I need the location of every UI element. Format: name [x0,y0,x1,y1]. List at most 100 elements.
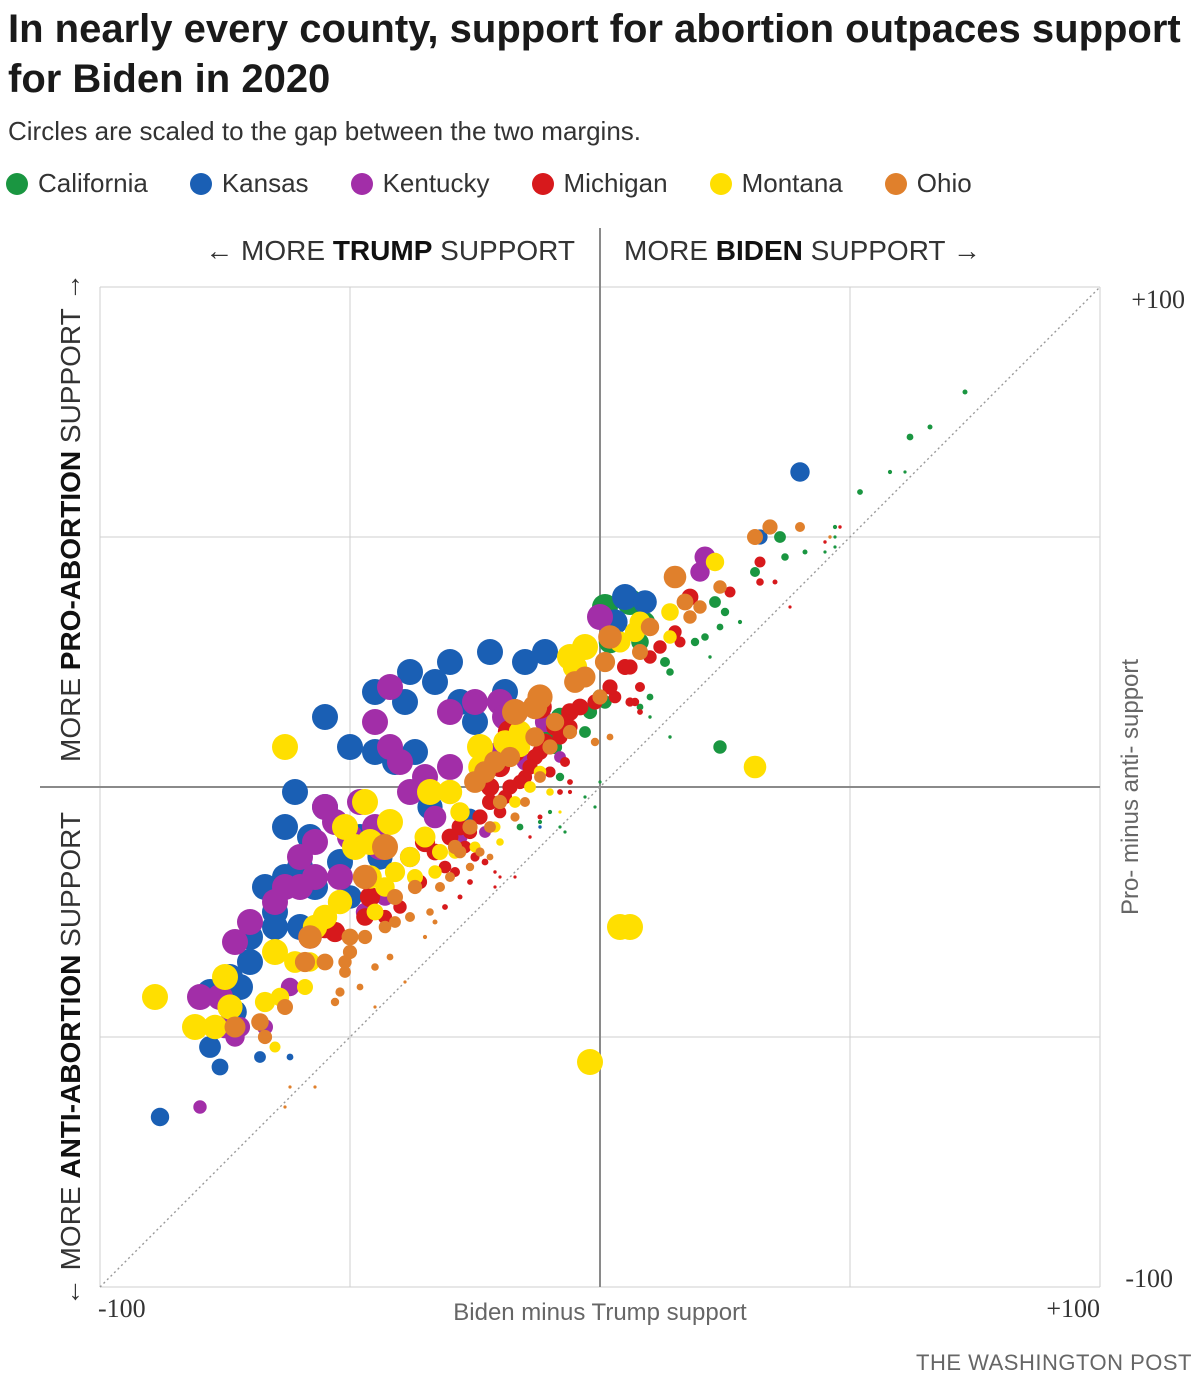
point-montana-15 [432,844,448,860]
point-ohio-30 [357,929,373,945]
point-ohio-52 [447,839,463,855]
legend-item-california: California [6,168,148,199]
annotation-more-pro-abortion: MORE PRO-ABORTION SUPPORT → [55,273,86,762]
point-ohio-72 [386,953,394,961]
scatter-chart: ← MORE TRUMP SUPPORT MORE BIDEN SUPPORT … [40,228,1185,1326]
point-ohio-11 [522,694,548,720]
point-michigan-52 [493,885,497,889]
point-ohio-61 [373,1005,377,1009]
point-montana-49 [417,779,443,805]
point-ohio-42 [313,1085,317,1089]
point-kentucky-35 [302,864,328,890]
point-ohio-65 [683,610,697,624]
point-montana-23 [327,889,353,915]
legend-item-kentucky: Kentucky [350,168,490,199]
point-michigan-0 [754,556,766,568]
point-kansas-16 [282,779,308,805]
point-ohio-24 [445,872,455,882]
point-kansas-27 [199,1036,221,1058]
point-ohio-4 [640,617,660,637]
point-montana-33 [269,1041,281,1053]
point-montana-59 [617,914,643,940]
point-michigan-61 [442,904,448,910]
point-ohio-58 [562,724,578,740]
point-ohio-66 [693,600,707,614]
point-ohio-32 [338,955,352,969]
legend-swatch-california [6,172,28,195]
y-tick-label-top: +100 [1131,285,1185,314]
legend-swatch-ohio [884,172,907,195]
point-michigan-69 [674,636,686,648]
legend-item-montana: Montana [709,168,843,199]
point-kansas-8 [437,649,463,675]
annotation-more-biden: MORE BIDEN SUPPORT → [624,235,981,266]
point-montana-8 [572,634,598,660]
legend-swatch-kentucky [350,172,373,195]
point-california-18 [701,633,709,641]
point-michigan-28 [472,809,488,825]
point-california-47 [668,735,672,739]
point-ohio-71 [352,864,378,890]
point-ohio-44 [403,980,407,984]
point-california-45 [636,703,644,711]
point-michigan-38 [493,870,497,874]
point-ohio-21 [462,819,478,835]
point-michigan-43 [560,757,570,767]
point-ohio-29 [378,920,392,934]
point-montana-60 [743,755,767,779]
point-ohio-34 [356,983,364,991]
point-california-15 [720,607,730,617]
point-kentucky-5 [462,689,488,715]
point-montana-38 [366,903,384,921]
point-california-8 [823,550,827,554]
point-kansas-7 [477,639,503,665]
point-kentucky-12 [387,749,413,775]
chart-subtitle: Circles are scaled to the gap between th… [8,116,642,146]
point-california-7 [802,549,808,555]
point-ohio-59 [606,733,614,741]
point-california-22 [660,657,670,667]
chart-title: In nearly every county, support for abor… [8,7,1181,101]
point-ohio-14 [525,727,545,747]
point-montana-29 [217,994,243,1020]
point-california-36 [516,823,524,831]
point-ohio-18 [464,771,486,793]
point-montana-57 [577,1049,603,1075]
point-california-20 [708,655,712,659]
legend-label-kentucky: Kentucky [382,168,490,198]
point-kentucky-19 [287,844,313,870]
point-ohio-37 [277,999,293,1015]
point-ohio-9 [564,671,586,693]
point-michigan-71 [772,579,778,585]
x-tick-label-right: +100 [1046,1294,1100,1323]
point-kansas-31 [150,1107,170,1127]
point-ohio-3 [676,593,694,611]
point-montana-48 [437,779,463,805]
point-michigan-67 [630,697,640,707]
point-kentucky-3 [377,674,403,700]
point-ohio-68 [795,522,805,532]
point-ohio-20 [484,821,496,833]
point-montana-37 [297,979,313,995]
point-kansas-22 [237,949,263,975]
point-california-48 [713,740,727,754]
point-michigan-65 [602,679,618,695]
point-michigan-62 [457,894,463,900]
point-kansas-30 [211,1058,229,1076]
point-ohio-40 [224,1016,246,1038]
point-ohio-36 [339,966,351,978]
point-kansas-17 [272,814,298,840]
point-kentucky-1 [690,562,710,582]
point-california-4 [887,469,893,475]
point-ohio-26 [407,879,423,895]
point-ohio-69 [828,535,832,539]
point-california-39 [558,825,562,829]
point-ohio-33 [335,987,345,997]
point-ohio-27 [405,912,415,922]
point-ohio-55 [520,797,530,807]
point-montana-47 [450,802,470,822]
source-credit: THE WASHINGTON POST [916,1350,1192,1375]
point-michigan-68 [637,709,643,715]
point-ohio-38 [257,1029,273,1045]
point-michigan-5 [653,640,667,654]
